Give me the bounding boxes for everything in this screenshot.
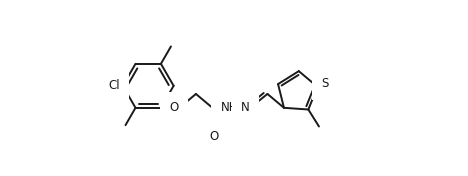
Text: O: O bbox=[169, 101, 179, 114]
Text: O: O bbox=[209, 130, 219, 143]
Text: Cl: Cl bbox=[108, 79, 120, 92]
Text: NH: NH bbox=[220, 101, 238, 114]
Text: S: S bbox=[322, 77, 329, 90]
Text: N: N bbox=[241, 101, 250, 114]
